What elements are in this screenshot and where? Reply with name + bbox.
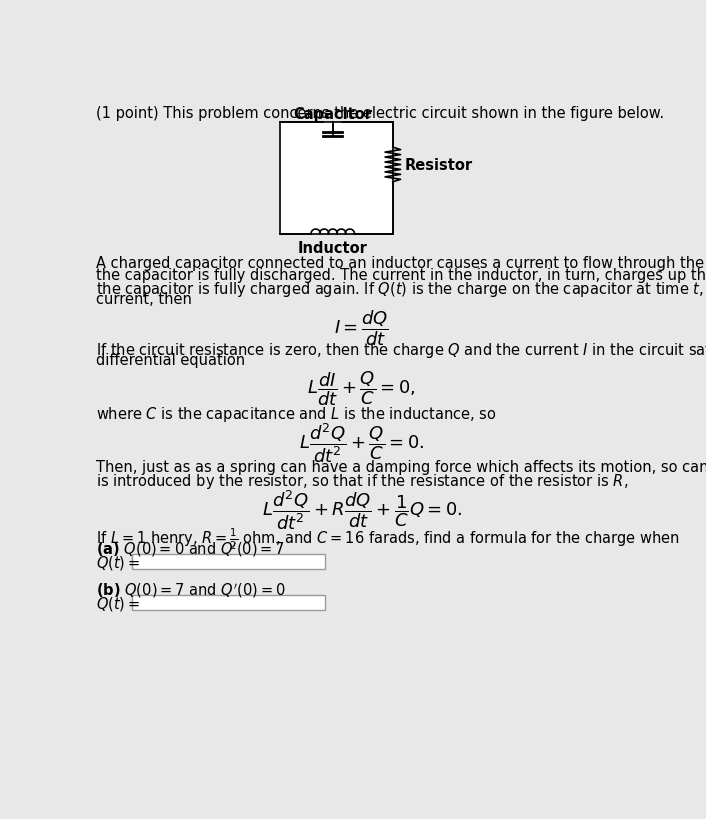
- Text: $\mathbf{(a)}$ $Q(0) = 0$ and $Q'(0) = 7$: $\mathbf{(a)}$ $Q(0) = 0$ and $Q'(0) = 7…: [96, 540, 285, 559]
- Text: A charged capacitor connected to an inductor causes a current to flow through th: A charged capacitor connected to an indu…: [96, 256, 706, 271]
- Text: is introduced by the resistor, so that if the resistance of the resistor is $R$,: is introduced by the resistor, so that i…: [96, 471, 628, 491]
- Text: $Q(t) =$: $Q(t) =$: [96, 595, 140, 613]
- Bar: [133, 554, 325, 569]
- Text: $L\dfrac{d^2Q}{dt^2} + \dfrac{Q}{C} = 0.$: $L\dfrac{d^2Q}{dt^2} + \dfrac{Q}{C} = 0.…: [299, 421, 424, 464]
- Text: Capacitor: Capacitor: [293, 106, 372, 121]
- Text: $\mathbf{(b)}$ $Q(0) = 7$ and $Q'(0) = 0$: $\mathbf{(b)}$ $Q(0) = 7$ and $Q'(0) = 0…: [96, 581, 286, 600]
- Text: $L\dfrac{d^2Q}{dt^2} + R\dfrac{dQ}{dt} + \dfrac{1}{C}Q = 0.$: $L\dfrac{d^2Q}{dt^2} + R\dfrac{dQ}{dt} +…: [261, 488, 462, 532]
- Text: $Q(t) =$: $Q(t) =$: [96, 553, 140, 571]
- Text: the capacitor is fully discharged. The current in the inductor, in turn, charges: the capacitor is fully discharged. The c…: [96, 268, 706, 283]
- Text: (1 point) This problem concerns the electric circuit shown in the figure below.: (1 point) This problem concerns the elec…: [96, 106, 664, 121]
- Text: $L\dfrac{dI}{dt} + \dfrac{Q}{C} = 0,$: $L\dfrac{dI}{dt} + \dfrac{Q}{C} = 0,$: [307, 369, 417, 408]
- Text: Inductor: Inductor: [298, 241, 368, 256]
- Text: Resistor: Resistor: [405, 158, 472, 173]
- Text: differential equation: differential equation: [96, 352, 245, 368]
- Bar: [280, 123, 393, 234]
- Text: the capacitor is fully charged again. If $Q(t)$ is the charge on the capacitor a: the capacitor is fully charged again. If…: [96, 280, 706, 299]
- Text: If the circuit resistance is zero, then the charge $Q$ and the current $I$ in th: If the circuit resistance is zero, then …: [96, 341, 706, 360]
- Text: current, then: current, then: [96, 292, 192, 306]
- Text: where $C$ is the capacitance and $L$ is the inductance, so: where $C$ is the capacitance and $L$ is …: [96, 405, 496, 423]
- Bar: [133, 595, 325, 610]
- Text: If $L = 1$ henry, $R = \frac{1}{2}$ ohm, and $C = 16$ farads, find a formula for: If $L = 1$ henry, $R = \frac{1}{2}$ ohm,…: [96, 527, 680, 551]
- Text: Then, just as as a spring can have a damping force which affects its motion, so : Then, just as as a spring can have a dam…: [96, 459, 706, 474]
- Text: $I = \dfrac{dQ}{dt}$: $I = \dfrac{dQ}{dt}$: [335, 308, 389, 348]
